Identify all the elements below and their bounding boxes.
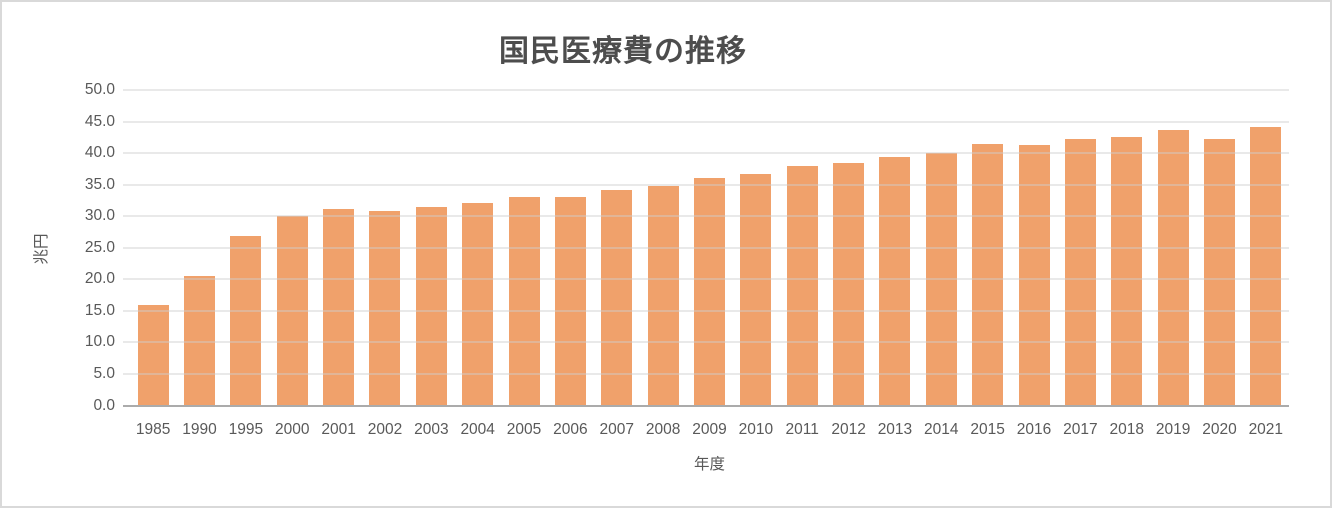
y-tick-label-35.0: 35.0	[84, 175, 115, 193]
bar-2017	[1064, 139, 1096, 406]
x-tick-label-2005: 2005	[506, 421, 542, 438]
x-tick-label-2009: 2009	[692, 421, 727, 438]
bar-2013	[879, 156, 911, 406]
x-tick-label-1995: 1995	[228, 421, 264, 438]
x-tick-label-2014: 2014	[924, 421, 959, 438]
bar-2002	[369, 210, 401, 406]
x-tick-label-2006: 2006	[553, 421, 588, 438]
y-axis-title: 兆円	[33, 233, 50, 265]
bar-2016	[1018, 144, 1050, 406]
bar-2015	[972, 143, 1004, 406]
x-tick-label-2013: 2013	[877, 421, 913, 438]
x-tick-label-2021: 2021	[1248, 421, 1284, 438]
chart-title: 国民医療費の推移	[499, 35, 747, 68]
bar-2020	[1203, 139, 1235, 406]
x-tick-label-2008: 2008	[645, 421, 681, 438]
bar-1985	[137, 304, 169, 406]
gridline-30.0	[123, 215, 1289, 218]
bar-1995	[230, 235, 262, 406]
y-tick-label-10.0: 10.0	[84, 333, 115, 351]
bar-2014	[925, 153, 957, 406]
gridline-45.0	[123, 120, 1289, 123]
y-tick-label-40.0: 40.0	[84, 144, 115, 162]
bar-2005	[508, 197, 540, 406]
bar-2021	[1250, 126, 1282, 406]
bar-2018	[1111, 136, 1143, 406]
y-tick-label-0.0: 0.0	[93, 396, 115, 414]
gridline-40.0	[123, 152, 1289, 155]
y-tick-label-30.0: 30.0	[84, 207, 115, 225]
x-tick-label-2010: 2010	[738, 421, 774, 438]
x-tick-label-1990: 1990	[182, 421, 217, 438]
bar-2010	[740, 173, 772, 406]
x-tick-label-2002: 2002	[367, 421, 403, 438]
bar-2004	[462, 202, 494, 406]
x-tick-label-2015: 2015	[970, 421, 1005, 438]
x-tick-label-1985: 1985	[135, 421, 171, 438]
y-tick-label-25.0: 25.0	[84, 238, 115, 256]
y-tick-label-20.0: 20.0	[84, 270, 115, 288]
bar-2007	[601, 190, 633, 406]
bar-2000	[276, 216, 308, 406]
y-tick-label-5.0: 5.0	[93, 364, 115, 382]
gridline-25.0	[123, 246, 1289, 249]
x-tick-label-2016: 2016	[1016, 421, 1052, 438]
x-tick-label-2019: 2019	[1155, 421, 1191, 438]
bar-1990	[184, 276, 216, 406]
bar-2009	[694, 178, 725, 406]
gridline-20.0	[123, 278, 1289, 281]
x-axis-title: 年度	[693, 456, 725, 473]
x-tick-label-2007: 2007	[599, 421, 634, 438]
x-axis-line	[123, 404, 1289, 407]
gridline-15.0	[123, 309, 1289, 312]
x-tick-label-2003: 2003	[414, 421, 449, 438]
y-tick-label-50.0: 50.0	[84, 81, 115, 98]
bar-2008	[647, 185, 679, 406]
bar-2006	[554, 197, 586, 406]
gridline-10.0	[123, 341, 1289, 344]
gridline-50.0	[123, 89, 1289, 91]
bar-2012	[833, 163, 865, 406]
bar-2001	[323, 209, 355, 406]
x-tick-label-2020: 2020	[1202, 421, 1237, 438]
x-tick-label-2012: 2012	[831, 421, 866, 438]
x-tick-label-2000: 2000	[275, 421, 310, 438]
x-tick-label-2004: 2004	[460, 421, 495, 438]
y-tick-label-15.0: 15.0	[84, 301, 115, 319]
x-tick-label-2017: 2017	[1063, 421, 1098, 438]
x-tick-label-2011: 2011	[785, 421, 819, 438]
gridline-35.0	[123, 183, 1289, 186]
gridline-5.0	[123, 372, 1289, 375]
bar-2019	[1157, 130, 1189, 406]
y-tick-label-45.0: 45.0	[84, 112, 115, 130]
bar-2003	[415, 207, 447, 406]
bar-2011	[786, 166, 818, 406]
x-tick-label-2018: 2018	[1109, 421, 1144, 438]
x-tick-label-2001: 2001	[321, 421, 356, 438]
